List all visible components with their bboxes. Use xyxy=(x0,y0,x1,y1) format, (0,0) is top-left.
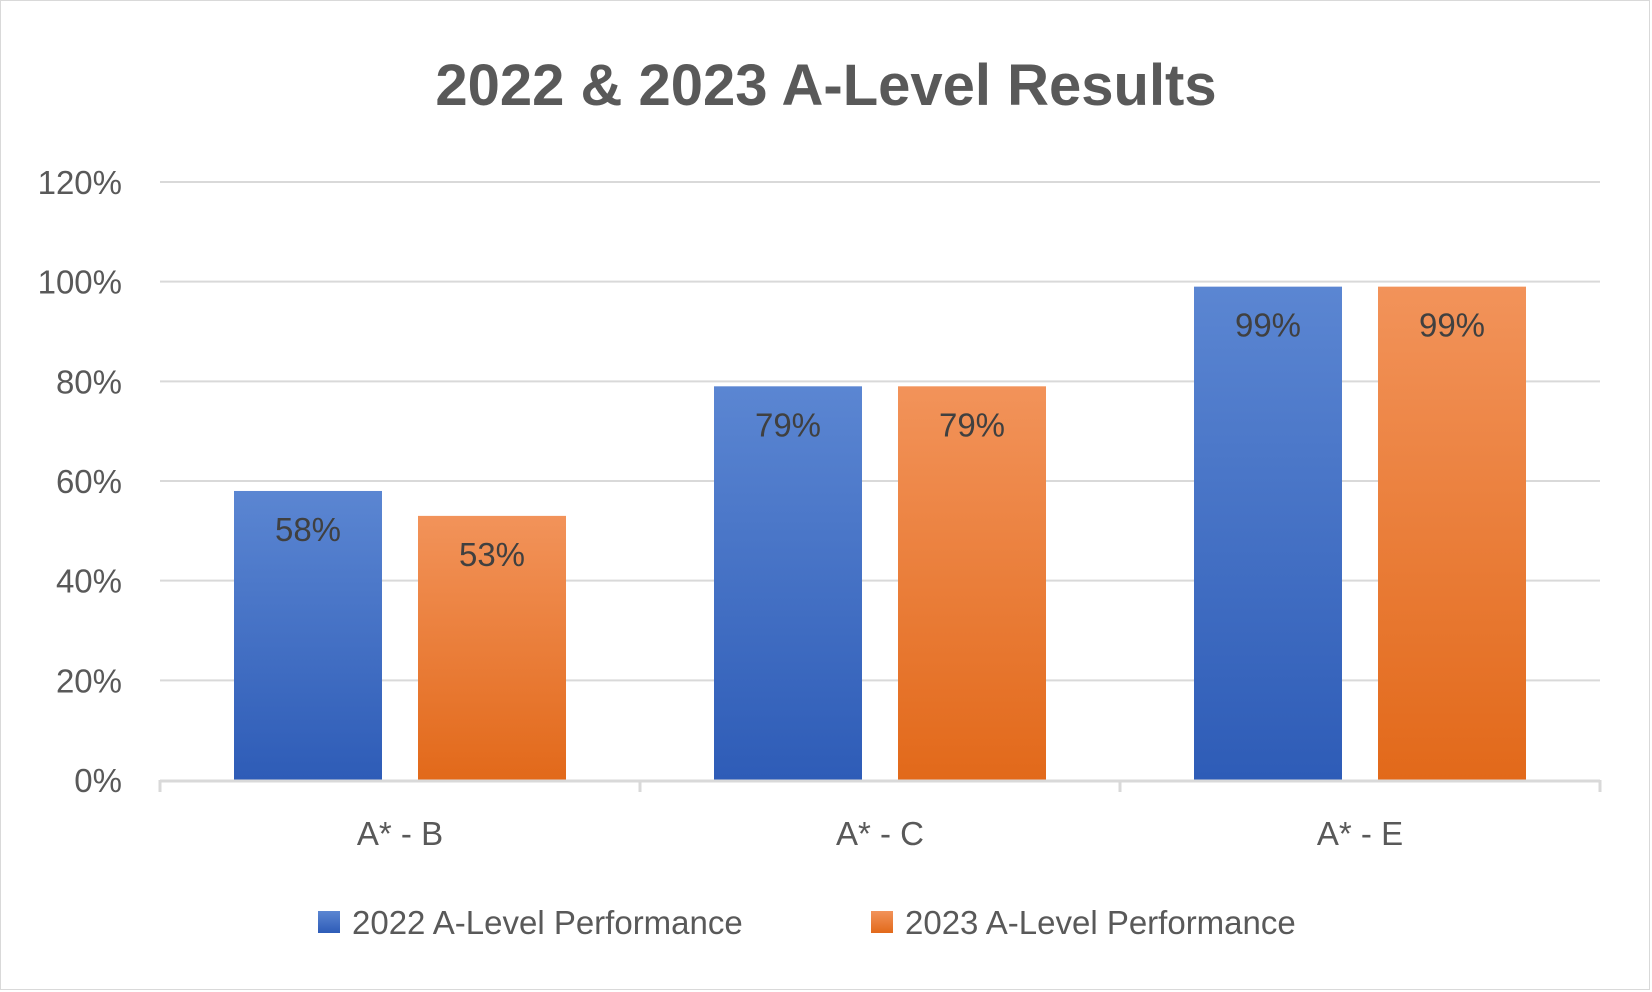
gridlines xyxy=(160,181,1600,682)
data-label: 99% xyxy=(1235,307,1301,344)
y-tick-label: 20% xyxy=(56,662,122,699)
x-tick-label: A* - C xyxy=(836,815,924,852)
legend-label: 2023 A-Level Performance xyxy=(905,904,1296,941)
data-label: 79% xyxy=(939,406,1005,443)
x-tick-label: A* - E xyxy=(1317,815,1403,852)
data-label: 99% xyxy=(1419,307,1485,344)
bar xyxy=(714,386,862,780)
legend: 2022 A-Level Performance 2023 A-Level Per… xyxy=(318,904,1296,941)
bar xyxy=(234,490,382,780)
y-tick-label: 120% xyxy=(38,164,122,201)
y-tick-label: 60% xyxy=(56,463,122,500)
x-tick-label: A* - B xyxy=(357,815,443,852)
data-label: 58% xyxy=(275,511,341,548)
legend-swatch xyxy=(871,911,893,933)
data-label: 79% xyxy=(755,406,821,443)
y-tick-label: 0% xyxy=(74,762,122,799)
chart-title: 2022 & 2023 A-Level Results xyxy=(435,53,1216,118)
y-tick-label: 40% xyxy=(56,563,122,600)
bar xyxy=(1378,286,1526,780)
bar xyxy=(898,386,1046,780)
legend-swatch xyxy=(318,911,340,933)
bar xyxy=(1194,286,1342,780)
bar xyxy=(418,515,566,780)
y-tick-label: 100% xyxy=(38,264,122,301)
y-axis-ticks: 0% 20% 40% 60% 80% 100% 120% xyxy=(38,164,122,799)
x-axis: A* - B A* - C A* - E xyxy=(158,779,1602,852)
legend-label: 2022 A-Level Performance xyxy=(352,904,743,941)
bars: 58% 53% 79% 79% 99% 99% xyxy=(234,286,1526,780)
data-label: 53% xyxy=(459,536,525,573)
y-tick-label: 80% xyxy=(56,363,122,400)
